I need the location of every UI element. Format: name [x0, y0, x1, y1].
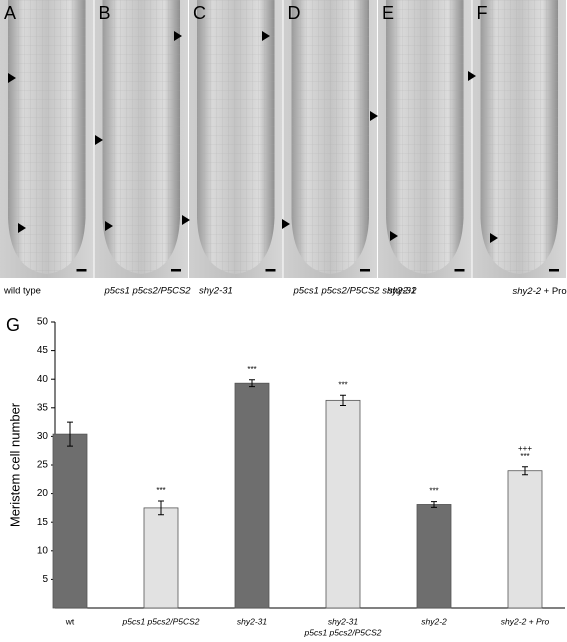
- arrowhead: [105, 221, 113, 231]
- bar: [416, 504, 452, 609]
- significance-mark: ***: [520, 452, 529, 461]
- x-tick-label: wt: [65, 616, 75, 626]
- panel-caption: p5cs1 p5cs2/P5CS2 shy2-31: [293, 286, 417, 297]
- x-tick-label: p5cs1 p5cs2/P5CS2: [303, 627, 381, 637]
- bar: [325, 399, 361, 609]
- root-cells: [102, 0, 180, 274]
- error-bar: [431, 501, 437, 508]
- y-tick-label: 45: [37, 345, 49, 356]
- arrowhead: [490, 233, 498, 243]
- scale-bar: [171, 269, 181, 272]
- y-tick-label: 15: [37, 517, 49, 528]
- arrowhead: [174, 31, 182, 41]
- significance-mark: ***: [247, 365, 256, 374]
- y-tick-label: 5: [42, 574, 48, 585]
- bar: [52, 433, 88, 609]
- error-bar: [340, 394, 346, 407]
- significance-mark: ***: [429, 487, 438, 496]
- root-cells: [291, 0, 369, 274]
- root-cells: [8, 0, 86, 274]
- panel-caption: shy2-2 + Pro: [513, 286, 567, 297]
- panel-letter: C: [193, 3, 206, 23]
- panel-letter: D: [288, 3, 301, 23]
- y-tick-label: 30: [37, 431, 49, 442]
- error-bar: [522, 466, 528, 476]
- y-tick-label: 25: [37, 460, 49, 471]
- arrowhead: [8, 73, 16, 83]
- scale-bar: [76, 269, 87, 272]
- bar: [507, 470, 543, 609]
- error-bar: [249, 379, 255, 388]
- panel-caption: shy2-31: [199, 286, 233, 297]
- root-cells: [480, 0, 558, 274]
- panel-caption: shy2-2: [388, 286, 417, 297]
- root-cells: [197, 0, 275, 274]
- significance-mark: ***: [156, 486, 165, 495]
- significance-mark: +++: [518, 444, 532, 453]
- panel-letter: F: [477, 3, 488, 23]
- panel-caption: p5cs1 p5cs2/P5CS2: [104, 286, 192, 297]
- error-bar: [158, 500, 164, 516]
- root-cells: [386, 0, 464, 274]
- scale-bar: [360, 269, 370, 272]
- caption-plain: + Pro: [544, 286, 567, 297]
- arrowhead: [370, 111, 378, 121]
- y-tick-label: 35: [37, 402, 49, 413]
- panel-letter: A: [4, 3, 16, 23]
- bar: [234, 382, 270, 609]
- panel-letter: B: [99, 3, 111, 23]
- y-axis-label: Meristem cell number: [7, 402, 22, 527]
- x-tick-label: p5cs1 p5cs2/P5CS2: [121, 616, 199, 626]
- error-bar: [67, 421, 73, 447]
- y-tick-label: 50: [37, 317, 49, 328]
- arrowhead: [468, 71, 476, 81]
- x-tick-label: shy2-31: [328, 616, 359, 626]
- significance-mark: ***: [338, 380, 347, 389]
- panel-caption: wild type: [3, 286, 41, 297]
- x-tick-label: shy2-31: [237, 616, 268, 626]
- y-tick-label: 40: [37, 374, 49, 385]
- x-tick-label: shy2-2 + Pro: [501, 616, 550, 626]
- arrowhead: [95, 135, 103, 145]
- y-tick-label: 20: [37, 488, 49, 499]
- arrowhead: [18, 223, 26, 233]
- bar: [143, 507, 179, 609]
- arrowhead: [390, 231, 398, 241]
- arrowhead: [282, 219, 290, 229]
- panel-letter: E: [382, 3, 394, 23]
- arrowhead: [262, 31, 270, 41]
- caption-italic: shy2-2: [513, 286, 542, 297]
- y-tick-label: 10: [37, 545, 49, 556]
- scale-bar: [454, 269, 465, 272]
- panel-letter: G: [6, 315, 20, 335]
- scale-bar: [549, 269, 559, 272]
- x-tick-label: shy2-2: [421, 616, 447, 626]
- scale-bar: [265, 269, 276, 272]
- arrowhead: [182, 215, 190, 225]
